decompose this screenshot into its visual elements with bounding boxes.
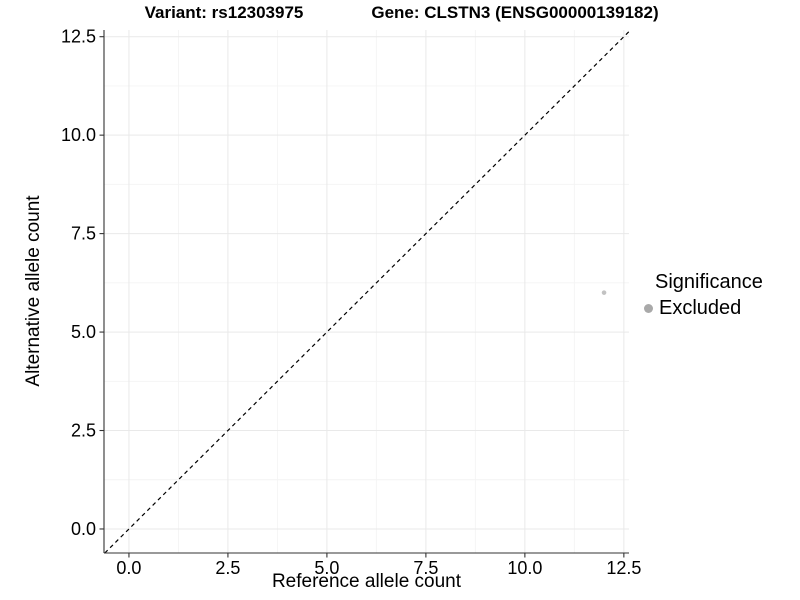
- y-axis-title: Alternative allele count: [23, 195, 44, 387]
- legend-item-excluded: Excluded: [644, 297, 763, 320]
- y-tick-label: 10.0: [61, 125, 96, 145]
- x-tick-label: 0.0: [116, 558, 141, 578]
- legend-item-label: Excluded: [659, 297, 742, 319]
- legend-title: Significance: [655, 271, 763, 293]
- data-point: [601, 290, 607, 295]
- y-tick-label: 0.0: [71, 519, 96, 539]
- excluded-point-icon: [644, 304, 653, 313]
- plot-title-gene: Gene: CLSTN3 (ENSG00000139182): [371, 3, 659, 22]
- x-axis-title: Reference allele count: [271, 571, 462, 592]
- x-tick-label: 10.0: [507, 558, 542, 578]
- x-tick-label: 5.0: [314, 558, 339, 578]
- y-tick-label: 7.5: [71, 224, 96, 244]
- legend: Significance Excluded: [644, 271, 763, 320]
- identity-line: [104, 31, 630, 554]
- x-tick-label: 2.5: [215, 558, 240, 578]
- plot-title-variant: Variant: rs12303975: [144, 3, 304, 22]
- y-tick-label: 2.5: [71, 421, 96, 441]
- y-tick-label: 5.0: [71, 322, 96, 342]
- x-tick-label: 12.5: [606, 558, 641, 578]
- x-tick-label: 7.5: [413, 558, 438, 578]
- y-tick-label: 12.5: [61, 27, 96, 47]
